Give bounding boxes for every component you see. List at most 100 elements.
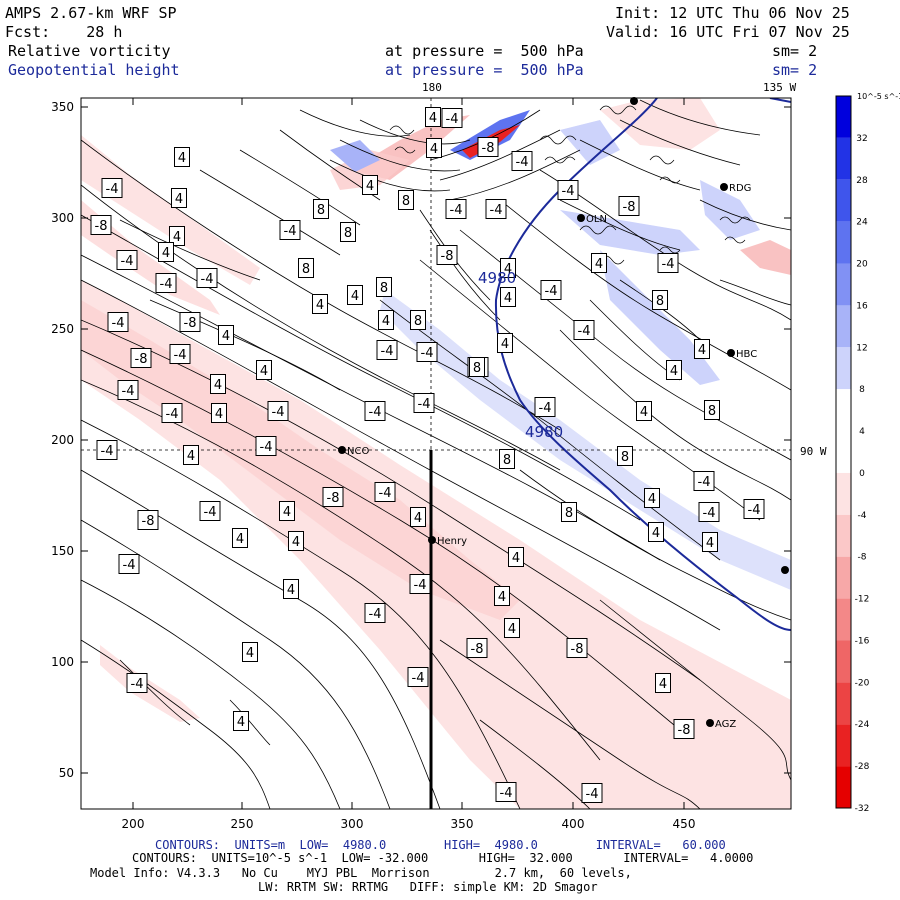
vorticity-label: -4 [586,787,599,802]
vorticity-label: 4 [173,230,181,245]
pos-vorticity-band [560,210,700,255]
vorticity-label-box [90,215,112,235]
colorbar-band [836,96,851,138]
vorticity-label-box [362,175,378,195]
vorticity-label-box [694,339,710,359]
vorticity-label: 8 [344,226,352,241]
vorticity-label: 4 [260,364,268,379]
vorticity-label: -4 [446,112,459,127]
vorticity-label-box [407,667,429,687]
field2-name: Geopotential height [8,61,180,79]
field1-level: at pressure = 500 hPa [385,42,584,60]
vorticity-label: -4 [500,786,513,801]
vorticity-label-box [283,579,299,599]
neg-vorticity-band [81,200,220,315]
vorticity-label: -8 [623,200,636,215]
footer-contours-height: CONTOURS: UNITS=m LOW= 4980.0 HIGH= 4980… [155,838,726,852]
vorticity-label: 4 [698,343,706,358]
vorticity-label: 4 [366,179,374,194]
vorticity-label-box [445,199,467,219]
vorticity-label: -4 [450,203,463,218]
y-tick-label: 350 [51,100,74,114]
neg-vorticity-band [600,98,720,150]
colorbar-band [836,347,851,390]
vorticity-label-box [340,222,356,242]
colorbar-label: 8 [859,385,865,395]
vorticity-label-box [255,436,277,456]
colorbar-label: 16 [856,301,868,311]
vorticity-label-box [211,403,227,423]
vorticity-label-box [566,638,588,658]
colorbar-band [836,640,851,683]
vorticity-label: 4 [236,532,244,547]
vorticity-label-layer: -4 -8 -4 -4 -8 -4 -4 4 4 4 4 -4 -8 -4 -4 4 4 -8 -4 -4 4 4 4 -4 -… [90,107,765,803]
vorticity-label-box [256,360,272,380]
colorbar-label: -32 [855,804,870,814]
vorticity-label-box [171,188,187,208]
vorticity-label: 4 [287,583,295,598]
footer-model-info-2: LW: RRTM SW: RRTMG DIFF: simple KM: 2D S… [258,880,598,894]
vorticity-label-box [561,502,577,522]
colorbar-label: -12 [855,595,870,605]
vorticity-label-box [673,719,695,739]
vorticity-label: 4 [508,622,516,637]
vorticity-label-box [436,245,458,265]
colorbar-band [836,472,851,515]
colorbar-band [836,682,851,725]
vorticity-label-box [196,268,218,288]
vorticity-label-box [581,783,603,803]
vorticity-label: -4 [369,405,382,420]
vorticity-label: -4 [421,346,434,361]
vorticity-label-box [704,400,720,420]
height-label: 4980 [478,269,516,287]
vorticity-label: 8 [656,294,664,309]
vorticity-label-box [199,501,221,521]
colorbar-band [836,431,851,473]
vorticity-label: -4 [284,224,297,239]
x-tick-label: 400 [562,817,585,831]
field1-name: Relative vorticity [8,42,171,60]
x-axis: 200 250 300 350 400 450 [122,98,695,831]
vorticity-label: -4 [174,348,187,363]
vorticity-label: 8 [473,361,481,376]
pos-vorticity-band [700,180,760,240]
vorticity-label: -8 [678,723,691,738]
height-label: 4980 [525,423,563,441]
vorticity-label-box [376,340,398,360]
colorbar-band [836,766,851,808]
vorticity-label: -4 [122,384,135,399]
vorticity-label-box [364,401,386,421]
vorticity-label-box [702,532,718,552]
vorticity-label-box [322,487,344,507]
vorticity-label: 8 [317,203,325,218]
vorticity-label: -8 [135,352,148,367]
vorticity-label-box [477,137,499,157]
vorticity-label-box [618,196,640,216]
vorticity-label: -8 [471,642,484,657]
vorticity-label-box [591,253,607,273]
x-tick-label: 300 [341,817,364,831]
station-label: HBC [736,349,757,360]
vorticity-label: 4 [429,111,437,126]
colorbar-label: 4 [859,427,865,437]
model-title: AMPS 2.67-km WRF SP [5,4,177,22]
vorticity-label-box [410,507,426,527]
vorticity-label-box [504,618,520,638]
vorticity-label-box [218,325,234,345]
vorticity-label: -4 [539,401,552,416]
colorbar: 32 28 24 20 16 12 8 4 0 -4 -8 -12 -16 -20 -24 -28 -32 [835,95,870,814]
vorticity-label-box [425,107,441,127]
vorticity-label-box [416,342,438,362]
vorticity-label: 4 [214,378,222,393]
vorticity-label: -4 [123,558,136,573]
field1-smoothing: sm= 2 [772,42,818,60]
colorbar-label: 28 [856,176,868,186]
vorticity-label-box [494,586,510,606]
colorbar-band [836,179,851,222]
vorticity-label: -4 [272,405,285,420]
vorticity-label-box [534,397,556,417]
colorbar-frame [835,95,852,809]
vorticity-label-box [288,531,304,551]
vorticity-label-box [410,310,426,330]
station-label: OLN [586,214,607,225]
